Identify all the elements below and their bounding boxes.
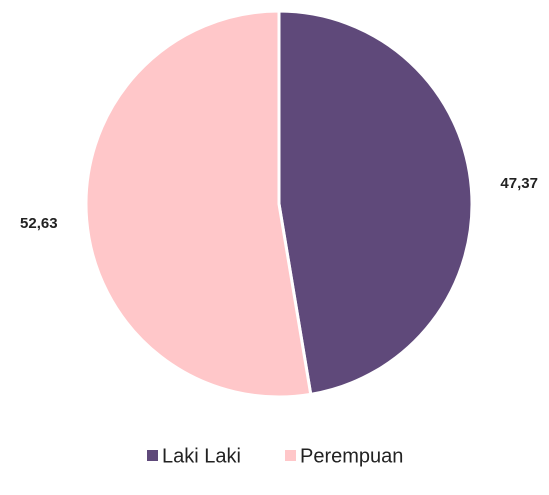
legend-swatch [147,450,158,461]
pie-slice [277,9,474,397]
data-label: 47,37 [500,175,538,192]
legend-swatch [285,450,296,461]
pie-slice [84,9,313,399]
legend-label: Laki Laki [162,445,241,467]
legend-label: Perempuan [300,445,403,467]
data-label: 52,63 [20,215,58,232]
